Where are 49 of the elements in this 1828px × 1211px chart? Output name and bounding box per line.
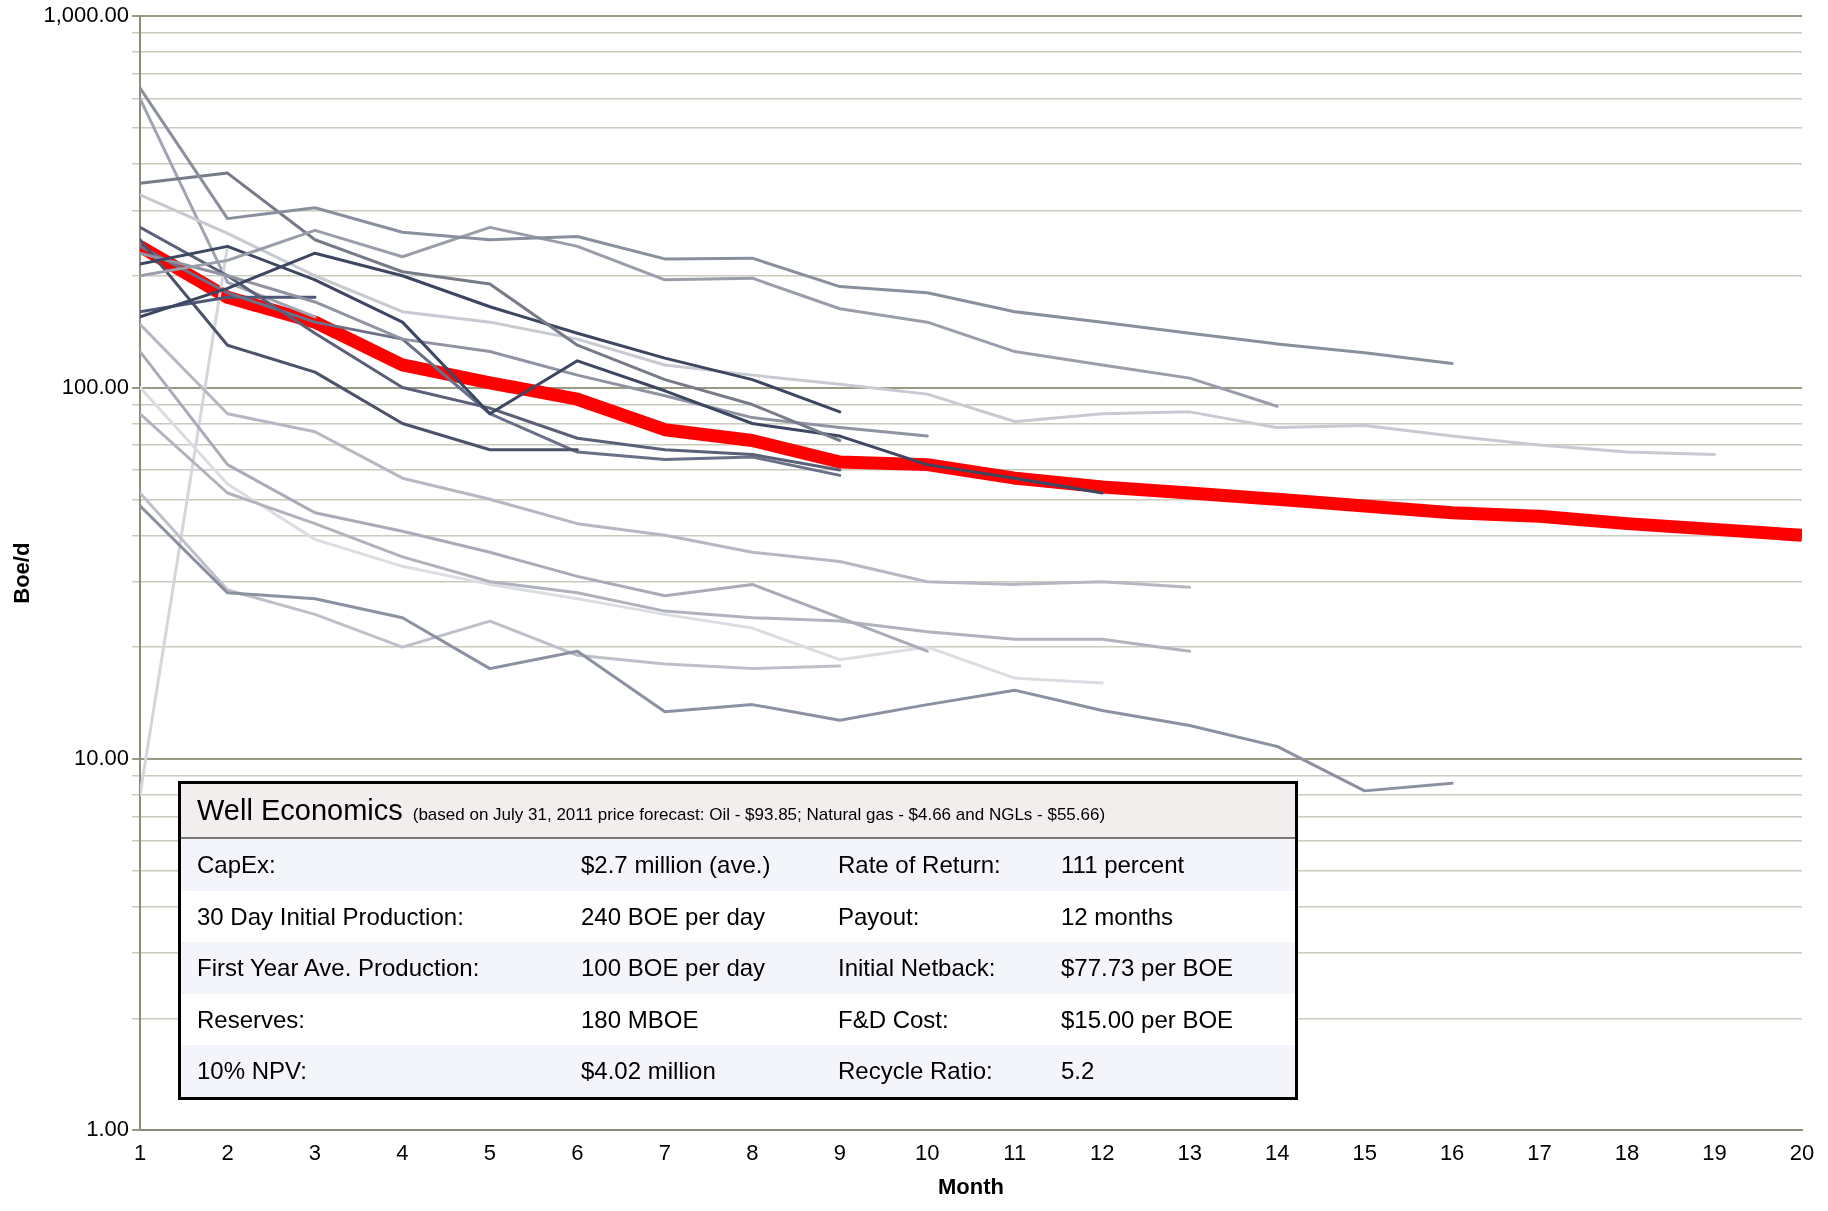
annotation: $15.00 per BOE bbox=[1061, 1005, 1234, 1034]
y-tick-label: 10.00 bbox=[73, 744, 130, 770]
annotation: $77.73 per BOE bbox=[1061, 954, 1234, 982]
x-tick-label: 19 bbox=[1702, 1140, 1727, 1166]
x-tick-label: 2 bbox=[221, 1140, 234, 1166]
x-tick-label: 11 bbox=[1003, 1140, 1027, 1166]
annotation: Initial Netback: bbox=[838, 954, 996, 982]
x-tick-label: 14 bbox=[1264, 1140, 1290, 1166]
x-tick-label: 20 bbox=[1789, 1140, 1815, 1166]
annotation: Rate of Return: bbox=[838, 851, 1001, 879]
annotation: Payout: bbox=[838, 902, 920, 931]
table-header: Well Economics (based on July 31, 2011 price forecast: Oil - $93.85; Natural gas - $4.66 and NGLs - $55.66) bbox=[181, 784, 1295, 839]
x-tick-label: 6 bbox=[571, 1140, 584, 1166]
x-tick-label: 15 bbox=[1352, 1140, 1377, 1166]
annotation: 240 BOE per day bbox=[581, 902, 766, 931]
annotation: (based on July 31, 2011 price forecast: Oil - $93.85; Natural gas - $4.66 and NGLs - $55.66) bbox=[412, 805, 1106, 824]
x-tick-label: 12 bbox=[1089, 1140, 1115, 1166]
annotation: Reserves: bbox=[197, 1005, 306, 1034]
y-tick-label: 1,000.00 bbox=[43, 2, 130, 28]
x-tick-label: 7 bbox=[658, 1140, 671, 1166]
y-tick-label: 100.00 bbox=[61, 373, 130, 399]
annotation: 12 months bbox=[1061, 902, 1174, 931]
x-tick-label: 9 bbox=[833, 1140, 846, 1166]
x-tick-label: 17 bbox=[1527, 1140, 1552, 1166]
annotation: 111 percent bbox=[1061, 851, 1185, 879]
x-tick-label: 4 bbox=[396, 1140, 409, 1166]
x-axis-title: Month bbox=[938, 1173, 1004, 1199]
annotation: CapEx: bbox=[197, 851, 276, 879]
annotation: Well Economics bbox=[197, 794, 403, 826]
x-tick-label: 16 bbox=[1439, 1140, 1465, 1166]
x-tick-label: 10 bbox=[915, 1140, 940, 1166]
x-tick-label: 18 bbox=[1614, 1140, 1640, 1166]
x-tick-label: 1 bbox=[133, 1140, 147, 1166]
annotation: $2.7 million (ave.) bbox=[581, 851, 771, 879]
annotation: 10% NPV: bbox=[197, 1057, 307, 1085]
annotation: 30 Day Initial Production: bbox=[197, 902, 464, 931]
x-tick-label: 13 bbox=[1177, 1140, 1202, 1166]
annotation: 5.2 bbox=[1061, 1057, 1095, 1085]
x-tick-label: 5 bbox=[483, 1140, 497, 1166]
annotation: 180 MBOE bbox=[581, 1005, 699, 1034]
annotation: F&D Cost: bbox=[838, 1005, 949, 1034]
x-tick-label: 3 bbox=[308, 1140, 322, 1166]
y-tick-label: 1.00 bbox=[86, 1116, 130, 1142]
annotation: Recycle Ratio: bbox=[838, 1057, 993, 1085]
y-axis-title: Boe/d bbox=[9, 542, 35, 604]
x-tick-label: 8 bbox=[746, 1140, 759, 1166]
annotation: 100 BOE per day bbox=[581, 954, 766, 982]
annotation: First Year Ave. Production: bbox=[197, 954, 480, 982]
annotation: $4.02 million bbox=[581, 1057, 716, 1085]
